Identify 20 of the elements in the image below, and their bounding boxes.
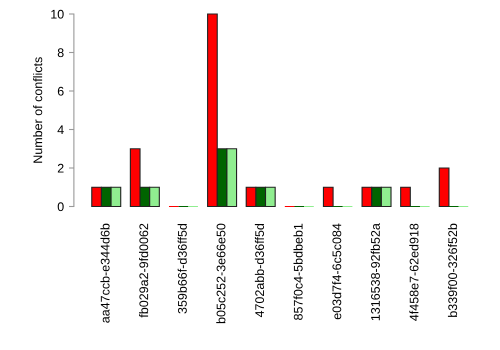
y-tick-label: 6 [58,86,64,96]
x-tick-label: e03d7f4-6c5c084 [332,224,342,320]
x-tick-label: b339f00-326f52b [448,224,458,317]
bar [438,167,450,208]
x-tick-label: 359b66f-d36ff5d [178,224,187,314]
x-tick-label: 1316538-92fb52a [370,223,380,320]
x-tick-label: b05c252-3e66e50 [216,224,226,324]
x-tick-label: aa47ccb-e344d6b [100,224,110,323]
bar [322,186,334,208]
y-tick-label: 2 [58,164,64,173]
y-axis-title: Number of conflicts [33,57,42,163]
x-tick-label: fb029a2-9fd0062 [139,224,148,318]
x-tick-label: 857f0c4-5bdbeb1 [293,224,303,320]
y-tick-label: 10 [51,10,64,19]
bar [400,186,411,208]
x-tick-label: 4702abb-d36ff5d [254,224,264,318]
y-tick-label: 4 [58,125,64,134]
y-tick-label: 8 [58,48,64,58]
y-tick-label: 0 [58,202,64,212]
x-tick-label: 4f458e7-62ed918 [409,224,419,321]
